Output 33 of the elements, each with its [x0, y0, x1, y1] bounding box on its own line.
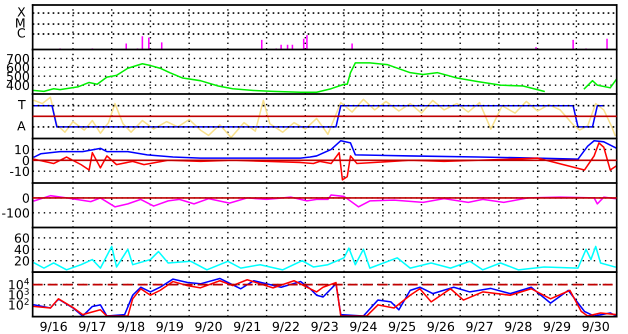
x-tick-label: 9/30: [582, 322, 609, 332]
y-tick-label: 700: [7, 54, 30, 64]
y-tick-label: -100: [2, 208, 30, 218]
y-tick-label: 600: [6, 62, 30, 72]
y-tick-label: 0: [22, 156, 30, 166]
y-tick-label: -10: [10, 166, 30, 176]
y-tick-label: 60: [14, 233, 30, 243]
x-tick-label: 9/18: [118, 322, 144, 332]
x-tick-label: 9/21: [234, 322, 260, 332]
x-tick-label: 9/17: [79, 322, 106, 332]
ref-line-label: X: [17, 7, 26, 16]
ref-line-label: M: [16, 18, 24, 28]
x-tick-label: 9/23: [311, 322, 338, 332]
y-tick-label: 400: [6, 80, 30, 90]
y-tick-label: 40: [14, 244, 30, 254]
x-tick-label: 9/19: [156, 322, 183, 332]
x-tick-label: 9/22: [272, 322, 299, 332]
ref-line-label: C: [18, 28, 25, 38]
y-tick-label: 10$^{4}$: [9, 278, 29, 290]
x-tick-label: 9/20: [195, 322, 222, 332]
x-tick-label: 9/28: [505, 322, 532, 332]
x-tick-label: 9/25: [388, 322, 416, 332]
y-tick-label: 500: [6, 72, 30, 82]
x-tick-label: 9/29: [544, 322, 570, 332]
x-tick-label: 9/27: [466, 322, 493, 332]
y-tick-label: 20: [14, 256, 30, 266]
ref-line-label: T: [18, 100, 26, 110]
x-tick-label: 9/16: [40, 322, 67, 332]
y-tick-label: 0: [22, 193, 30, 203]
x-tick-label: 9/26: [428, 322, 454, 332]
x-tick-label: 9/24: [350, 322, 377, 332]
ref-line-label: A: [17, 121, 26, 130]
y-tick-label: 10: [15, 144, 30, 154]
